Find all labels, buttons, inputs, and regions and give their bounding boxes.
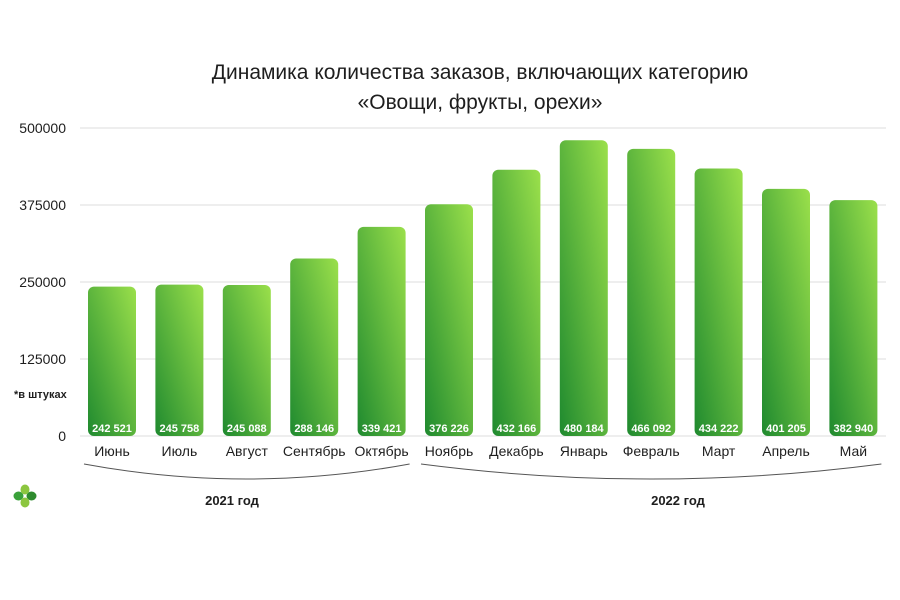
- bar-value-label: 432 166: [497, 423, 537, 435]
- x-tick-label: Январь: [560, 443, 608, 459]
- x-tick-label: Июнь: [94, 443, 130, 459]
- x-tick-label: Март: [702, 443, 736, 459]
- bar: [627, 148, 676, 436]
- group-label-2022: 2022 год: [651, 493, 705, 508]
- chart-title-line-1: Динамика количества заказов, включающих …: [211, 61, 749, 84]
- bar-value-label: 245 758: [160, 423, 200, 435]
- bar: [559, 140, 608, 436]
- y-tick-label: 500000: [19, 120, 66, 136]
- bar: [829, 200, 878, 436]
- bar-value-label: 382 940: [834, 423, 874, 435]
- bar-value-label: 401 205: [766, 423, 806, 435]
- x-tick-label: Ноябрь: [425, 443, 474, 459]
- x-tick-label: Август: [226, 443, 269, 459]
- unit-note: *в штуках: [14, 389, 67, 401]
- bar-value-label: 288 146: [294, 423, 334, 435]
- x-tick-label: Октябрь: [354, 443, 408, 459]
- group-bracket-2022: [420, 463, 882, 480]
- x-tick-label: Сентябрь: [283, 443, 346, 459]
- y-tick-label: 0: [58, 428, 66, 444]
- bar: [88, 286, 136, 436]
- bar-value-label: 242 521: [92, 423, 132, 435]
- x-tick-label: Апрель: [762, 443, 810, 459]
- bar: [425, 204, 473, 436]
- y-tick-label: 125000: [19, 351, 66, 367]
- y-tick-label: 375000: [19, 197, 66, 213]
- x-tick-label: Февраль: [623, 443, 680, 459]
- y-tick-label: 250000: [19, 274, 66, 290]
- bar: [222, 285, 271, 436]
- bar-value-label: 376 226: [429, 423, 469, 435]
- x-tick-label: Май: [840, 443, 867, 459]
- bar: [762, 188, 810, 436]
- bar: [492, 169, 541, 436]
- chart-title: Динамика количества заказов, включающих …: [130, 58, 830, 118]
- bar-value-label: 466 092: [631, 423, 671, 435]
- group-bracket-2021: [83, 463, 410, 480]
- group-label-2021: 2021 год: [205, 493, 259, 508]
- bar: [155, 284, 204, 436]
- bar: [357, 226, 406, 436]
- bar-value-label: 339 421: [362, 423, 402, 435]
- x-tick-label: Июль: [162, 443, 198, 459]
- x-tick-label: Декабрь: [489, 443, 544, 459]
- bar-value-label: 434 222: [699, 423, 739, 435]
- bar-value-label: 480 184: [564, 423, 605, 435]
- bar-value-label: 245 088: [227, 423, 267, 435]
- bar: [290, 258, 339, 436]
- bar: [694, 168, 743, 437]
- clover-logo-icon: [13, 484, 37, 508]
- chart-title-line-2: «Овощи, фрукты, орехи»: [357, 91, 603, 114]
